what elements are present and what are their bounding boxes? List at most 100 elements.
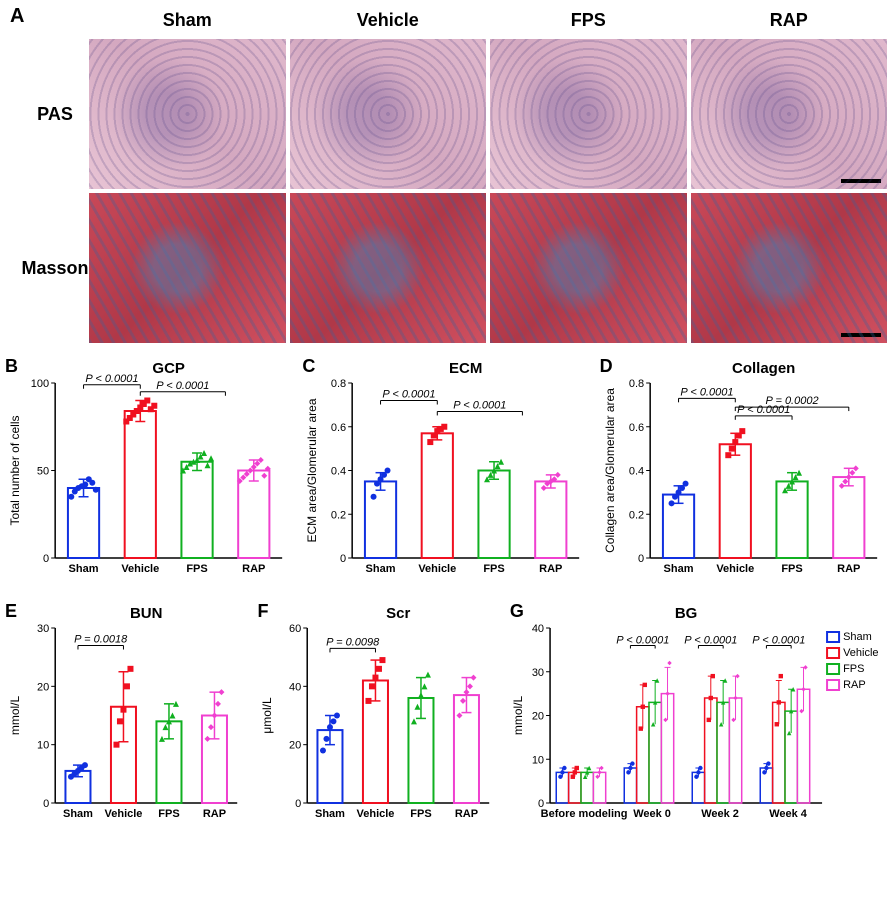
svg-text:Total number of cells: Total number of cells [8,415,22,525]
svg-text:P = 0.0018: P = 0.0018 [74,634,128,646]
col-fps: FPS [490,5,687,35]
scale-bar [841,179,881,183]
masson-fps-image [490,193,687,343]
svg-text:RAP: RAP [837,563,860,575]
svg-text:GCP: GCP [152,360,185,377]
svg-text:20: 20 [37,681,49,693]
svg-text:0.4: 0.4 [331,466,346,478]
svg-text:Week 0: Week 0 [633,808,671,820]
svg-text:Vehicle: Vehicle [843,647,878,659]
panel-d-label: D [600,356,613,377]
panel-c: C ECM 0 0.2 0.4 0.6 0.8 ECM area/Glomerular ar… [302,358,589,593]
svg-text:100: 100 [31,378,49,390]
svg-text:Vehicle: Vehicle [105,808,143,820]
svg-text:P < 0.0001: P < 0.0001 [85,373,138,385]
svg-text:20: 20 [532,711,544,723]
svg-text:0: 0 [638,553,644,565]
svg-text:Vehicle: Vehicle [357,808,395,820]
svg-text:0.4: 0.4 [629,466,644,478]
svg-text:P < 0.0001: P < 0.0001 [680,386,733,398]
svg-text:FPS: FPS [781,563,802,575]
svg-text:0.6: 0.6 [629,422,644,434]
chart-gcp: GCP 0 50 100 Total number of cells Sham Vehicl… [5,358,292,588]
svg-text:BUN: BUN [130,605,163,622]
svg-text:10: 10 [37,740,49,752]
row-masson: Masson [25,193,85,343]
svg-text:P < 0.0001: P < 0.0001 [454,399,507,411]
charts-row-efg: E BUN 0 10 20 30 mmol/L Sham Vehicle FPS RAP P = 0… [5,603,887,838]
chart-ecm: ECM 0 0.2 0.4 0.6 0.8 ECM area/Glomerular area… [302,358,589,588]
masson-vehicle-image [290,193,487,343]
charts-row-bcd: B GCP 0 50 100 Total number of cells Sham Vehi… [5,358,887,593]
masson-sham-image [89,193,286,343]
panel-f-label: F [257,601,268,622]
chart-scr: Scr0204060μmol/LShamVehicleFPSRAPP = 0.0… [257,603,499,833]
svg-text:FPS: FPS [158,808,179,820]
svg-text:BG: BG [675,605,698,622]
svg-text:0.6: 0.6 [331,422,346,434]
panel-a: A Sham Vehicle FPS RAP PAS Masson [5,5,887,343]
col-sham: Sham [89,5,286,35]
panel-d: D Collagen00.20.40.60.8Collagen area/Glo… [600,358,887,593]
svg-text:Week 2: Week 2 [701,808,739,820]
svg-text:30: 30 [532,667,544,679]
svg-text:40: 40 [289,681,301,693]
svg-text:Vehicle: Vehicle [419,563,457,575]
svg-text:μmol/L: μmol/L [261,697,275,734]
histology-grid: Sham Vehicle FPS RAP PAS Masson [25,5,887,343]
svg-text:0.2: 0.2 [629,509,644,521]
svg-text:P < 0.0001: P < 0.0001 [684,635,737,647]
pas-sham-image [89,39,286,189]
chart-collagen: Collagen00.20.40.60.8Collagen area/Glome… [600,358,887,588]
svg-text:60: 60 [289,623,301,635]
panel-g-label: G [510,601,524,622]
svg-text:20: 20 [289,740,301,752]
svg-text:FPS: FPS [843,663,864,675]
svg-text:FPS: FPS [411,808,432,820]
svg-text:Sham: Sham [366,563,396,575]
pas-fps-image [490,39,687,189]
svg-text:Sham: Sham [69,563,99,575]
panel-a-label: A [10,5,24,28]
svg-text:0: 0 [340,553,346,565]
svg-text:P < 0.0001: P < 0.0001 [383,389,436,401]
svg-text:0.8: 0.8 [629,378,644,390]
panel-e-label: E [5,601,17,622]
svg-text:P < 0.0001: P < 0.0001 [752,635,805,647]
svg-text:P = 0.0002: P = 0.0002 [765,395,818,407]
panel-c-label: C [302,356,315,377]
col-rap: RAP [691,5,888,35]
svg-text:mmol/L: mmol/L [511,696,525,736]
svg-text:Sham: Sham [663,563,693,575]
panel-e: E BUN0102030mmol/LShamVehicleFPSRAPP = 0… [5,603,247,838]
svg-text:Sham: Sham [315,808,345,820]
svg-text:50: 50 [37,466,49,478]
svg-text:Collagen area/Glomerular area: Collagen area/Glomerular area [603,388,617,553]
svg-text:Scr: Scr [387,605,411,622]
svg-text:0.8: 0.8 [331,378,346,390]
svg-text:ECM: ECM [449,360,482,377]
svg-text:40: 40 [532,623,544,635]
svg-text:0: 0 [43,798,49,810]
svg-text:Vehicle: Vehicle [121,563,159,575]
svg-text:Week 4: Week 4 [769,808,808,820]
svg-text:0.2: 0.2 [331,509,346,521]
svg-text:Vehicle: Vehicle [716,563,754,575]
svg-text:FPS: FPS [186,563,207,575]
pas-vehicle-image [290,39,487,189]
svg-text:Before modeling: Before modeling [541,808,628,820]
svg-text:Sham: Sham [63,808,93,820]
panel-b: B GCP 0 50 100 Total number of cells Sham Vehi… [5,358,292,593]
chart-bg: BG010203040mmol/LBefore modelingWeek 0We… [510,603,887,833]
masson-rap-image [691,193,888,343]
svg-text:ECM area/Glomerular area: ECM area/Glomerular area [305,398,319,542]
chart-bun: BUN0102030mmol/LShamVehicleFPSRAPP = 0.0… [5,603,247,833]
panel-b-label: B [5,356,18,377]
svg-text:RAP: RAP [242,563,265,575]
col-vehicle: Vehicle [290,5,487,35]
svg-text:0: 0 [296,798,302,810]
scale-bar [841,333,881,337]
svg-text:RAP: RAP [455,808,478,820]
svg-text:0: 0 [43,553,49,565]
row-pas: PAS [25,39,85,189]
